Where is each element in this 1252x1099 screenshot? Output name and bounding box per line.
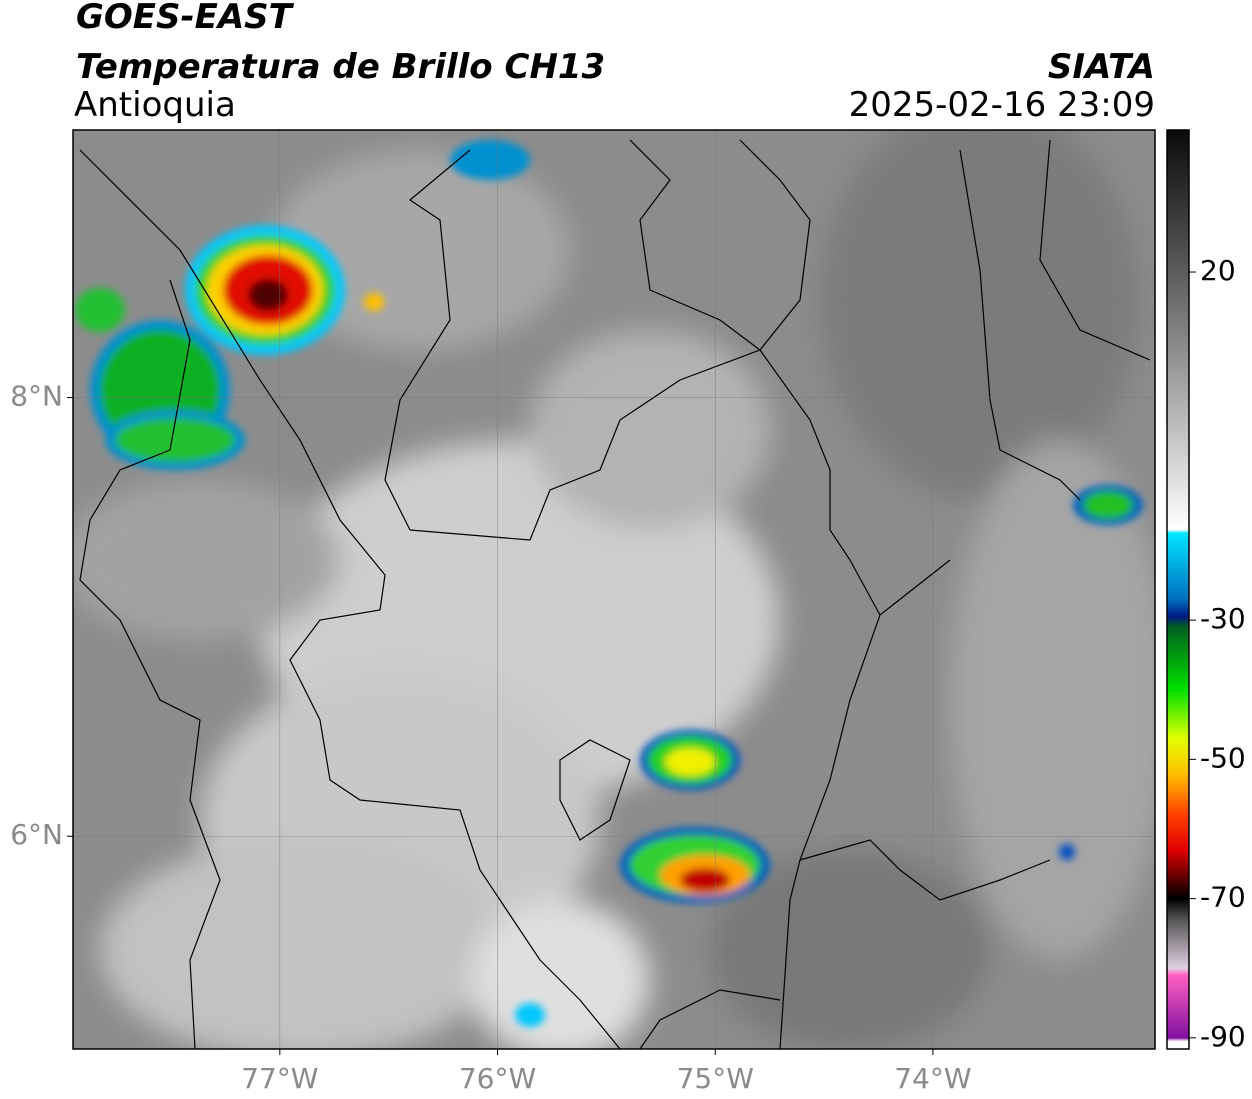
source: SIATA (1048, 47, 1155, 87)
region: Antioquia (74, 85, 236, 125)
subtitle: Temperatura de Brillo CH13 (76, 47, 605, 87)
grid (73, 130, 1155, 1049)
colorbar-tick-label: -70 (1200, 881, 1246, 914)
colorbar-tick-label: -50 (1200, 741, 1246, 774)
x-tick-label: 74°W (894, 1062, 971, 1095)
map-image (73, 130, 1155, 1049)
colorbar-tick-label: -30 (1200, 602, 1246, 635)
title: GOES-EAST (76, 0, 295, 37)
x-tick-label: 77°W (241, 1062, 318, 1095)
colorbar (1166, 129, 1190, 1050)
datetime: 2025-02-16 23:09 (849, 85, 1155, 125)
colorbar-tick-label: 20 (1200, 254, 1236, 287)
x-tick-label: 76°W (459, 1062, 536, 1095)
map-frame (72, 129, 1156, 1050)
y-tick-label: 6°N (10, 818, 63, 851)
colorbar-tick-label: -90 (1200, 1020, 1246, 1053)
x-tick-label: 75°W (677, 1062, 754, 1095)
y-tick-label: 8°N (10, 380, 63, 413)
